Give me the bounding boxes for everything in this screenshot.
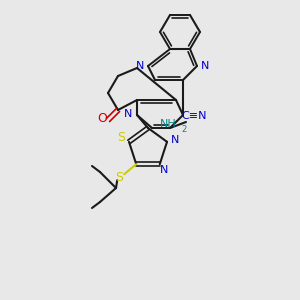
Text: N: N [136, 61, 144, 71]
Text: N: N [124, 109, 132, 119]
Text: 2: 2 [182, 125, 187, 134]
Text: S: S [115, 171, 123, 184]
Text: NH: NH [160, 119, 176, 129]
Text: N: N [160, 165, 168, 175]
Text: C≡N: C≡N [181, 111, 207, 121]
Text: N: N [171, 135, 179, 145]
Text: N: N [201, 61, 209, 71]
Text: S: S [117, 131, 125, 144]
Text: O: O [97, 112, 107, 124]
